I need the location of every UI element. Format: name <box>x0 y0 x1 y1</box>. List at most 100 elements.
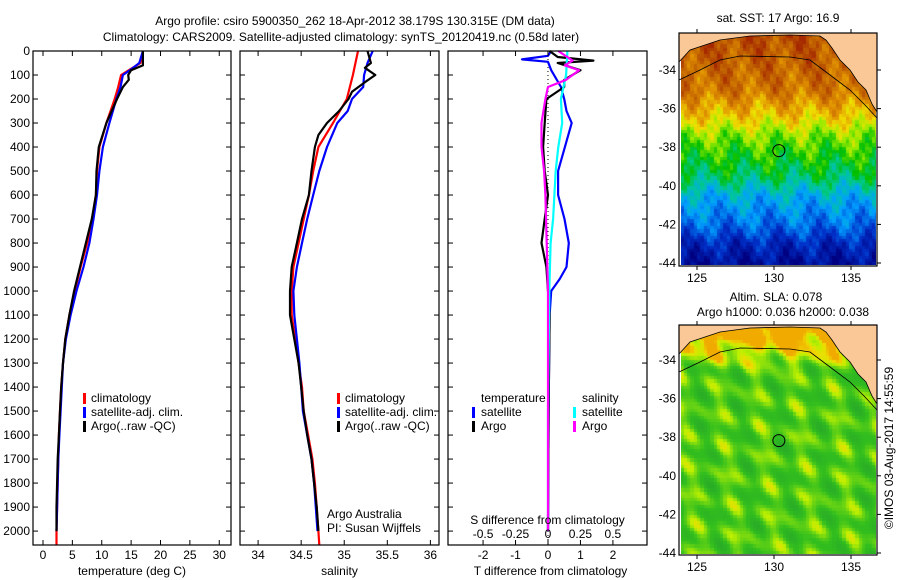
longitude-tick-label: 135 <box>841 271 861 285</box>
depth-tick-label: 1500 <box>3 404 30 418</box>
x-tick-label: 0 <box>545 548 552 562</box>
x-axis-label: temperature (deg C) <box>78 564 186 578</box>
depth-tick-label: 1000 <box>3 284 30 298</box>
depth-tick-label: 300 <box>10 116 30 130</box>
credit-line-2: PI: Susan Wijffels <box>327 521 421 535</box>
depth-tick-label: 900 <box>10 260 30 274</box>
x-tick-label: 34.5 <box>289 548 313 562</box>
x-tick-label: 20 <box>154 548 168 562</box>
latitude-tick-label: -34 <box>659 63 677 77</box>
sla-map-subtitle: Argo h1000: 0.036 h2000: 0.038 <box>697 305 869 319</box>
argo-float-position-marker <box>772 144 786 158</box>
depth-tick-label: 0 <box>23 44 30 58</box>
latitude-tick-label: -40 <box>659 469 677 483</box>
longitude-tick-label: 135 <box>841 560 861 574</box>
sla-map-image <box>681 327 876 554</box>
legend-swatch-t-argo <box>472 421 475 432</box>
s-diff-tick-label: -0.25 <box>502 527 530 541</box>
map-frame <box>678 324 878 556</box>
figure-title-line1: Argo profile: csiro 5900350_262 18-Apr-2… <box>155 14 555 28</box>
series-line-climatology <box>55 50 144 545</box>
longitude-tick-label: 125 <box>687 560 707 574</box>
land-coastline <box>678 32 878 114</box>
sla-map-title: Altim. SLA: 0.078 <box>730 290 823 304</box>
series-line-satellite-adj-clim- <box>55 50 144 532</box>
shelf-contour-line <box>678 347 878 411</box>
x-tick-label: 35.5 <box>376 548 400 562</box>
x-tick-label: 15 <box>124 548 138 562</box>
series-line-argo-raw-qc- <box>55 51 144 532</box>
depth-tick-label: 700 <box>10 212 30 226</box>
latitude-tick-label: -38 <box>659 430 677 444</box>
depth-tick-label: 1600 <box>3 428 30 442</box>
legend-swatch-climatology <box>337 393 340 404</box>
s-diff-tick-label: 0.25 <box>569 527 593 541</box>
latitude-tick-label: -36 <box>659 102 677 116</box>
legend-label: climatology <box>345 391 405 405</box>
latitude-tick-label: -42 <box>659 217 677 231</box>
legend-header-salinity: salinity <box>582 391 619 405</box>
figure-title-line2: Climatology: CARS2009. Satellite-adjuste… <box>103 30 579 44</box>
depth-tick-label: 1400 <box>3 380 30 394</box>
series-line-argo-raw-qc- <box>288 50 377 532</box>
s-diff-axis-label: S difference from climatology <box>470 513 625 527</box>
latitude-tick-label: -42 <box>659 507 677 521</box>
legend-swatch-t-satellite <box>472 407 475 418</box>
x-tick-label: -2 <box>478 548 489 562</box>
legend-swatch-s-satellite <box>573 407 576 418</box>
s-diff-tick-label: 0.5 <box>605 527 622 541</box>
legend-label: satellite <box>582 405 623 419</box>
latitude-tick-label: -36 <box>659 392 677 406</box>
latitude-tick-label: -38 <box>659 140 677 154</box>
x-tick-label: 1 <box>577 548 584 562</box>
depth-tick-label: 1200 <box>3 332 30 346</box>
legend-swatch-satellite <box>83 407 86 418</box>
x-tick-label: 0 <box>40 548 47 562</box>
difference-legend: temperature salinity satellite Argo sate… <box>472 391 623 433</box>
legend-label: satellite <box>481 405 522 419</box>
sst-map-overlay: 125 130 135 -34 -36 -38 -40 -42 -44 <box>659 29 881 285</box>
salinity-legend: climatology satellite-adj. clim. Argo(..… <box>337 391 437 433</box>
depth-tick-label: 2000 <box>3 524 30 538</box>
x-tick-label: 30 <box>213 548 227 562</box>
legend-swatch-s-argo <box>573 421 576 432</box>
s-diff-tick-label: -0.5 <box>473 527 494 541</box>
x-axis-label: salinity <box>321 564 358 578</box>
series-line-salinity-argo <box>540 50 581 532</box>
salinity-panel: 34 34.5 35 35.5 36 salinity <box>239 50 440 578</box>
shelf-contour-line <box>678 55 878 119</box>
legend-label: Argo <box>582 419 608 433</box>
legend-swatch-argo <box>83 421 86 432</box>
temperature-panel: 0 5 10 15 20 25 30 temperature (deg C) 0 100 200 30… <box>3 44 232 578</box>
argo-float-position-marker <box>772 434 786 448</box>
latitude-tick-label: -40 <box>659 179 677 193</box>
longitude-tick-label: 130 <box>764 271 784 285</box>
x-tick-label: 25 <box>183 548 197 562</box>
difference-panel: -2 -1 0 1 2 T difference from climatology -0.5… <box>447 50 648 578</box>
legend-label: satellite-adj. clim. <box>91 405 183 419</box>
s-diff-tick-label: 0 <box>545 527 552 541</box>
legend-label: Argo(..raw -QC) <box>345 419 430 433</box>
depth-tick-label: 1100 <box>4 308 30 322</box>
legend-swatch-argo <box>337 421 340 432</box>
x-tick-label: 2 <box>610 548 617 562</box>
depth-tick-label: 1700 <box>3 452 30 466</box>
x-tick-label: 10 <box>95 548 109 562</box>
x-tick-label: 36 <box>424 548 438 562</box>
depth-tick-label: 100 <box>10 68 30 82</box>
plot-frame <box>239 50 440 546</box>
plot-frame <box>32 50 232 546</box>
x-axis-label: T difference from climatology <box>474 564 628 578</box>
legend-header-temperature: temperature <box>481 391 546 405</box>
sst-map-image <box>681 35 876 265</box>
x-tick-label: 35 <box>338 548 352 562</box>
x-tick-label: 34 <box>251 548 265 562</box>
temperature-legend: climatology satellite-adj. clim. Argo(..… <box>83 391 183 433</box>
depth-tick-label: 800 <box>10 236 30 250</box>
legend-swatch-climatology <box>83 393 86 404</box>
latitude-tick-label: -34 <box>659 353 677 367</box>
longitude-tick-label: 130 <box>764 560 784 574</box>
legend-label: climatology <box>91 391 151 405</box>
